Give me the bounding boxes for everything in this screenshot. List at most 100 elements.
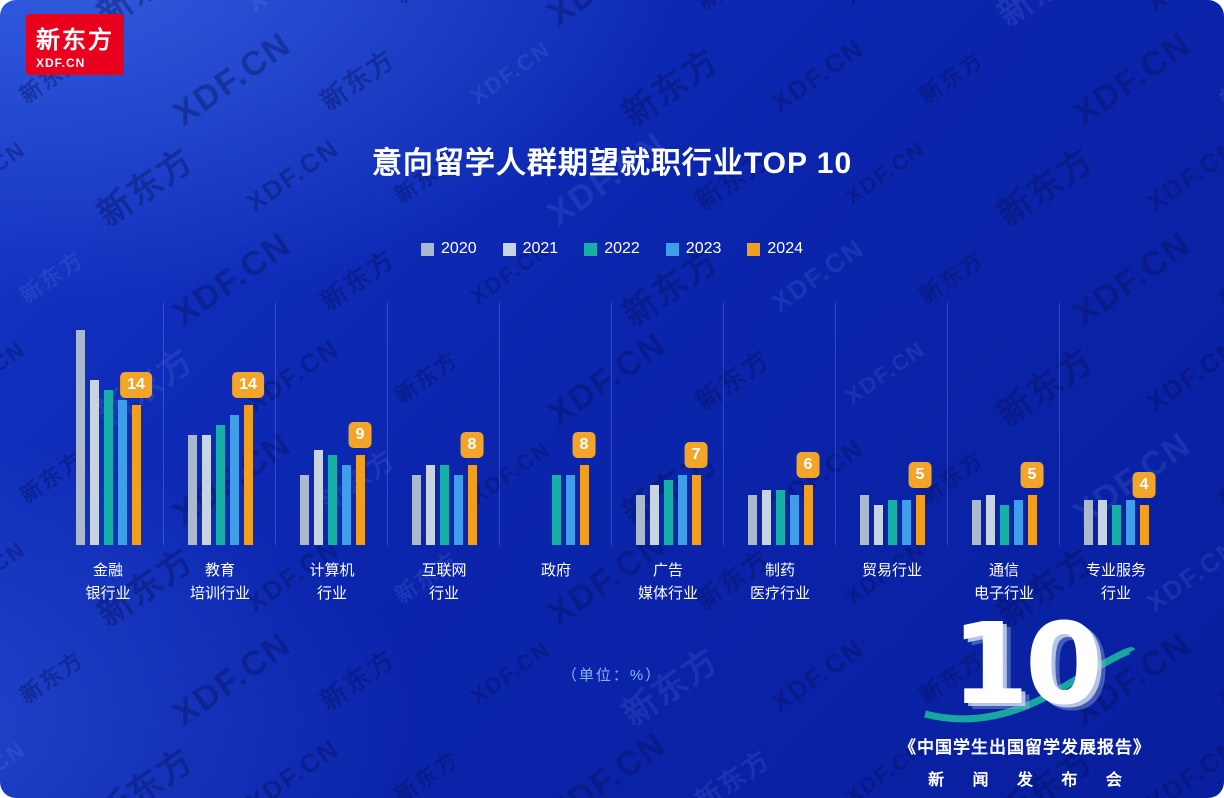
legend-label: 2024 bbox=[767, 240, 803, 257]
watermark-text: 新东方 bbox=[390, 746, 464, 798]
bar-2023 bbox=[565, 475, 575, 545]
value-badge: 5 bbox=[1020, 462, 1044, 488]
watermark-text: 新东方 bbox=[689, 743, 776, 798]
watermark-text: XDF.CN bbox=[765, 32, 870, 118]
category-group: 7 广告 媒体行业 bbox=[612, 303, 724, 606]
value-badge: 8 bbox=[572, 432, 596, 458]
category-group: 5 贸易行业 bbox=[836, 303, 948, 606]
bar-2023 bbox=[229, 415, 239, 545]
bar-2024: 7 bbox=[684, 442, 708, 545]
bar-2024: 14 bbox=[120, 372, 152, 545]
legend-label: 2021 bbox=[522, 240, 559, 257]
category-label: 教育 培训行业 bbox=[189, 562, 250, 603]
category-label: 互联网 行业 bbox=[421, 562, 467, 603]
category-group: 4 专业服务 行业 bbox=[1060, 303, 1172, 606]
category-label: 制药 医疗行业 bbox=[749, 562, 810, 603]
legend-swatch bbox=[665, 242, 679, 256]
bar-cluster: 5 bbox=[859, 303, 932, 545]
watermark-text: XDF.CN bbox=[1066, 24, 1199, 134]
watermark-text: 新东方 bbox=[687, 0, 777, 18]
value-badge: 14 bbox=[232, 372, 264, 398]
bar-2022 bbox=[327, 455, 337, 545]
category-label: 贸易行业 bbox=[861, 562, 922, 579]
bar-cluster: 4 bbox=[1083, 303, 1156, 545]
bar-2024: 14 bbox=[232, 372, 264, 545]
bar-2023 bbox=[789, 495, 799, 545]
watermark-text: 新东方 bbox=[1214, 443, 1224, 517]
watermark-text: XDF.CN bbox=[541, 0, 674, 34]
watermark-text: XDF.CN bbox=[0, 0, 31, 10]
category-label: 通信 电子行业 bbox=[973, 562, 1034, 603]
watermark-text: 新东方 bbox=[915, 46, 989, 109]
report-footer: 10 《中国学生出国留学发展报告》 新 闻 发 布 会 bbox=[850, 609, 1200, 790]
bar-2020 bbox=[1083, 500, 1093, 545]
watermark-text: XDF.CN bbox=[1141, 0, 1224, 19]
bar-2022 bbox=[551, 475, 561, 545]
value-badge: 9 bbox=[348, 422, 372, 448]
value-badge: 6 bbox=[796, 452, 820, 478]
bar-cluster: 7 bbox=[635, 303, 708, 545]
bar-2022 bbox=[1111, 505, 1121, 545]
bar-2022 bbox=[999, 505, 1009, 545]
category-group: 14 教育 培训行业 bbox=[164, 303, 276, 606]
report-title: 《中国学生出国留学发展报告》 bbox=[899, 738, 1151, 757]
bar-2022 bbox=[887, 500, 897, 545]
bar-2021 bbox=[201, 435, 211, 545]
bar-2023 bbox=[1125, 500, 1135, 545]
bar-2024: 8 bbox=[572, 432, 596, 545]
unit-note: （单位：%） bbox=[561, 667, 663, 684]
bar-2022 bbox=[215, 425, 225, 545]
bar-cluster: 8 bbox=[524, 303, 596, 545]
category-label: 计算机 行业 bbox=[309, 562, 355, 603]
bar-2020 bbox=[971, 500, 981, 545]
watermark-text: XDF.CN bbox=[541, 724, 674, 798]
watermark-text: 新东方 bbox=[615, 40, 727, 134]
legend-swatch bbox=[747, 242, 761, 256]
category-group: 9 计算机 行业 bbox=[276, 303, 388, 606]
category-group: 14 金融 银行业 bbox=[52, 303, 164, 606]
value-badge: 14 bbox=[120, 372, 152, 398]
watermark-text: 新东方 bbox=[1214, 43, 1224, 117]
bar-cluster: 5 bbox=[971, 303, 1044, 545]
legend-label: 2020 bbox=[441, 240, 477, 257]
category-label: 广告 媒体行业 bbox=[637, 562, 698, 603]
legend-item-2022: 2022 bbox=[584, 240, 640, 258]
value-badge: 8 bbox=[460, 432, 484, 458]
bar-2021 bbox=[1097, 500, 1107, 545]
legend-swatch bbox=[584, 242, 598, 256]
bar-2021 bbox=[425, 465, 435, 545]
bar-2023 bbox=[453, 475, 463, 545]
bar-2024: 9 bbox=[348, 422, 372, 545]
bar-2020 bbox=[411, 475, 421, 545]
bar-2020 bbox=[299, 475, 309, 545]
legend-swatch bbox=[421, 242, 435, 256]
bar-2022 bbox=[103, 390, 113, 545]
bar-cluster: 6 bbox=[747, 303, 820, 545]
bar-cluster: 14 bbox=[187, 303, 264, 545]
category-label: 专业服务 行业 bbox=[1085, 562, 1146, 603]
legend: 2020 2021 2022 2023 2024 bbox=[0, 240, 1224, 258]
legend-item-2023: 2023 bbox=[665, 240, 721, 258]
watermark-text: XDF.CN bbox=[0, 336, 31, 410]
value-badge: 5 bbox=[908, 462, 932, 488]
legend-item-2020: 2020 bbox=[421, 240, 477, 258]
legend-item-2021: 2021 bbox=[502, 240, 559, 258]
bar-2021 bbox=[649, 485, 659, 545]
watermark-text: XDF.CN bbox=[166, 24, 299, 134]
bar-2024: 5 bbox=[1020, 462, 1044, 545]
press-release-line: 新 闻 发 布 会 bbox=[928, 772, 1134, 789]
bar-2020 bbox=[187, 435, 197, 545]
category-group: 5 通信 电子行业 bbox=[948, 303, 1060, 606]
teal-swoosh-icon bbox=[924, 647, 1136, 723]
category-group: 8 互联网 行业 bbox=[388, 303, 500, 606]
bar-2020 bbox=[747, 495, 757, 545]
watermark-text: XDF.CN bbox=[465, 36, 556, 110]
bar-2021 bbox=[89, 380, 99, 545]
watermark-text: XDF.CN bbox=[240, 732, 345, 798]
watermark-text: XDF.CN bbox=[0, 536, 31, 610]
watermark-text: 新东方 bbox=[90, 740, 202, 798]
bar-2020 bbox=[635, 495, 645, 545]
bar-2020 bbox=[75, 330, 85, 545]
bar-2020 bbox=[859, 495, 869, 545]
bar-2024: 8 bbox=[460, 432, 484, 545]
